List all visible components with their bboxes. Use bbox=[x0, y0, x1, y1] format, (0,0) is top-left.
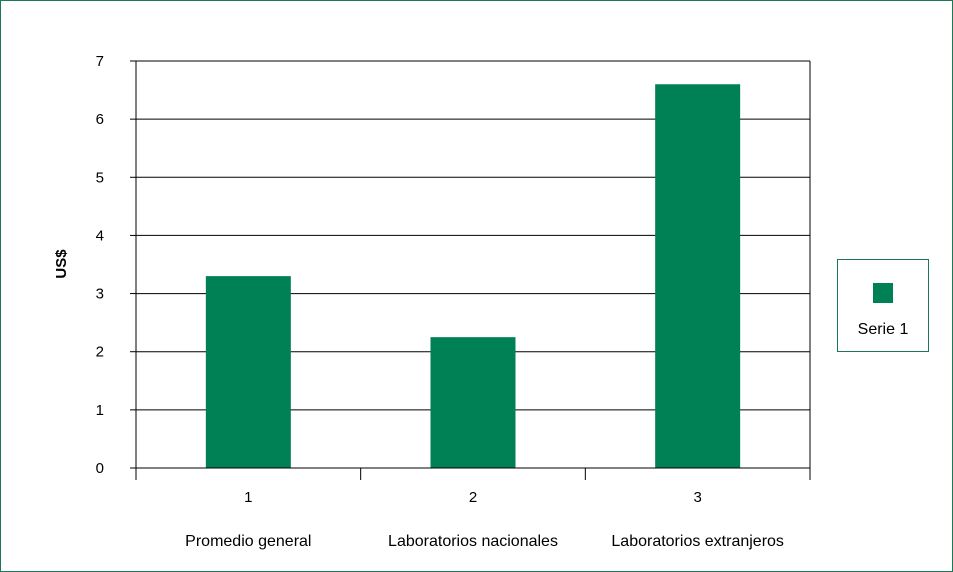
category-label: Promedio general bbox=[185, 533, 311, 550]
y-axis-title: US$ bbox=[53, 249, 70, 279]
y-tick-label: 3 bbox=[96, 286, 104, 303]
x-tick-label: 2 bbox=[469, 489, 477, 506]
category-labels: Promedio general Laboratorios nacionales L… bbox=[185, 533, 784, 550]
bars bbox=[205, 84, 741, 468]
legend-label: Serie 1 bbox=[857, 321, 909, 338]
x-tick-labels: 1 2 3 bbox=[244, 489, 702, 506]
y-tick-label: 6 bbox=[96, 111, 104, 128]
bar bbox=[205, 276, 291, 468]
x-tick-label: 1 bbox=[244, 489, 252, 506]
y-tick-label: 1 bbox=[96, 402, 104, 419]
y-tick-label: 5 bbox=[96, 169, 104, 186]
bar bbox=[430, 337, 516, 468]
y-tick-label: 7 bbox=[96, 53, 104, 70]
category-label: Laboratorios nacionales bbox=[388, 533, 558, 550]
y-tick-label: 4 bbox=[96, 227, 104, 244]
category-label: Laboratorios extranjeros bbox=[611, 533, 784, 550]
legend-swatch bbox=[873, 283, 893, 303]
y-tick-label: 2 bbox=[96, 344, 104, 361]
y-tick-labels: 0 1 2 3 4 5 6 7 bbox=[96, 53, 104, 477]
x-tick-label: 3 bbox=[693, 489, 701, 506]
y-tick-label: 0 bbox=[96, 460, 104, 477]
bar bbox=[655, 84, 741, 468]
axes bbox=[130, 60, 811, 480]
legend: Serie 1 bbox=[837, 259, 929, 352]
